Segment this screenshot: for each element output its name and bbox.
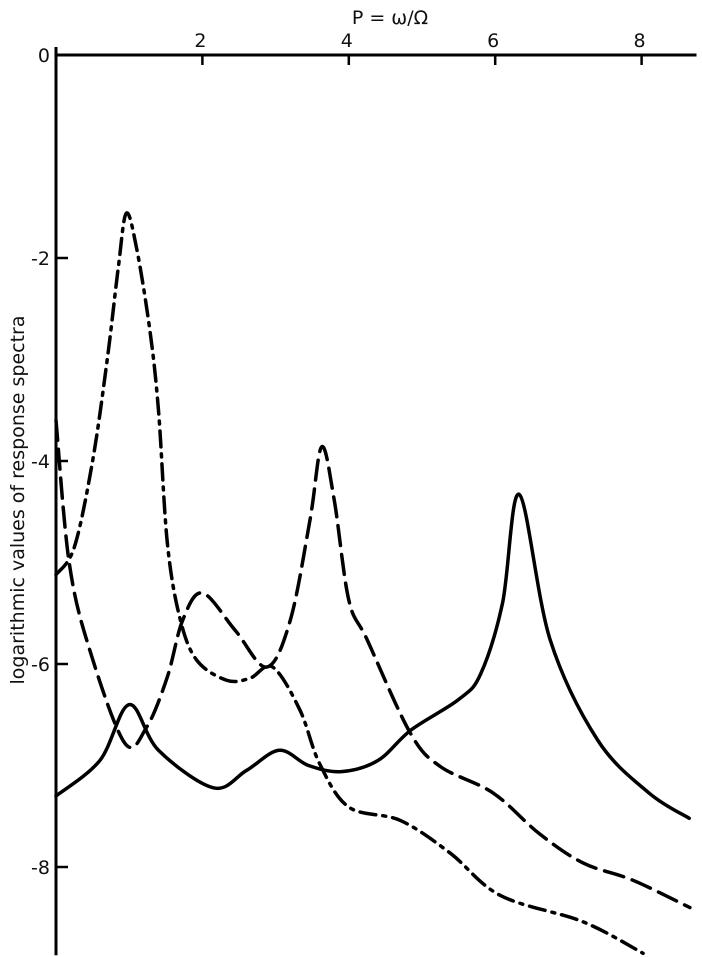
x-tick-label: 8 xyxy=(634,30,646,52)
y-tick-label: -6 xyxy=(31,654,50,676)
y-tick-label: -2 xyxy=(31,248,50,270)
y-tick-label: -8 xyxy=(31,857,50,879)
x-tick-label: 6 xyxy=(487,30,499,52)
axes xyxy=(54,47,697,956)
ticks: 2 4 6 8 0 -2 -4 -6 -8 xyxy=(31,30,646,879)
y-axis-label: logarithmic values of response spectra xyxy=(7,316,29,685)
x-axis-label: P = ω/Ω xyxy=(352,7,428,29)
series-line-dash-dot xyxy=(54,211,645,956)
x-tick-label: 2 xyxy=(194,30,206,52)
series-line-solid xyxy=(54,492,691,821)
series-line-dashed xyxy=(54,418,692,910)
y-tick-label: -4 xyxy=(31,451,50,473)
x-tick-label: 4 xyxy=(341,30,353,52)
y-tick-label: 0 xyxy=(38,45,50,67)
series-group xyxy=(54,211,692,956)
